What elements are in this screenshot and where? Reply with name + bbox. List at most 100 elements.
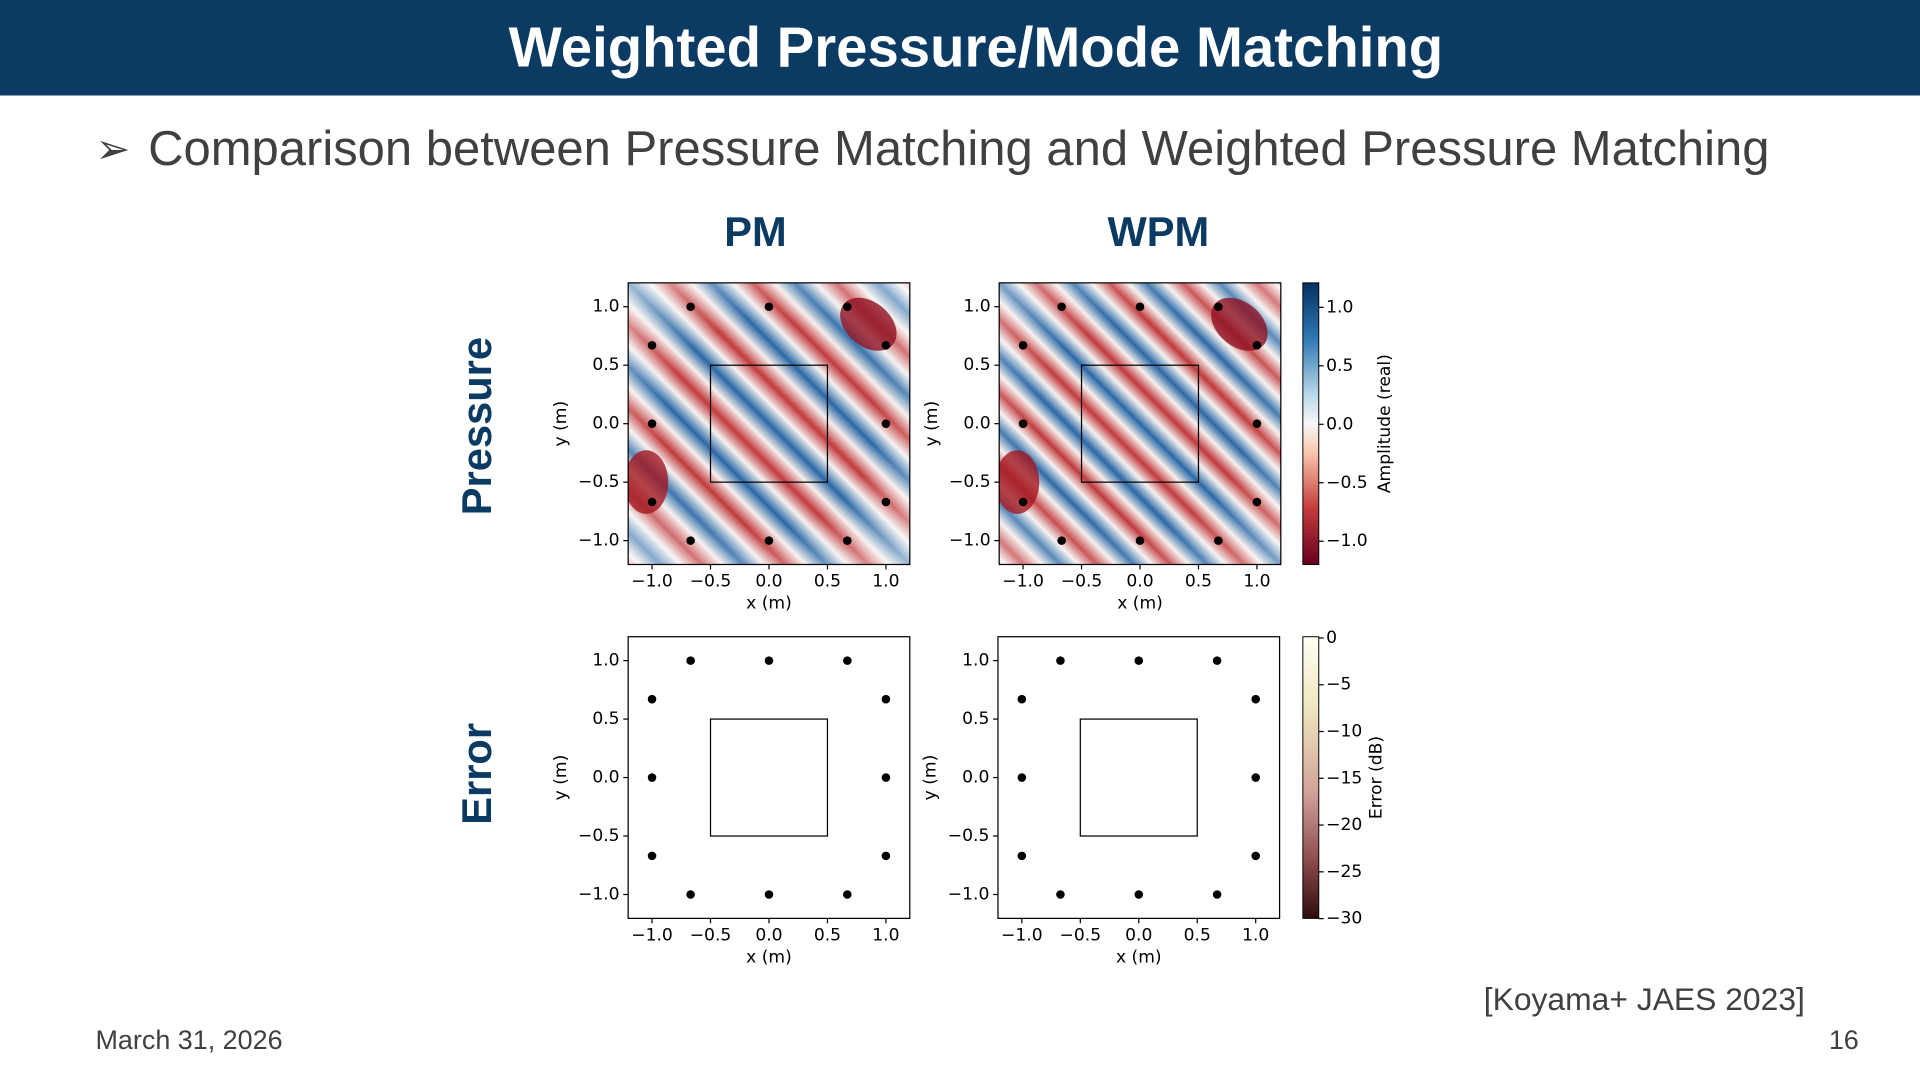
y-axis-label: y (m) [922, 401, 942, 447]
blob [628, 450, 669, 514]
x-axis-label: x (m) [746, 948, 792, 968]
x-tick-label: −1.0 [1002, 572, 1044, 592]
x-tick-label: 0.0 [755, 926, 782, 946]
y-tick-label: 1.0 [962, 651, 989, 671]
y-tick-label: 0.0 [592, 768, 619, 788]
sensor [647, 419, 657, 428]
sensor [1251, 694, 1260, 704]
sensor [1252, 419, 1262, 428]
y-tick-label: −0.5 [578, 472, 620, 492]
row-title: Pressure [453, 337, 500, 515]
colorbar-tick-label: −10 [1326, 722, 1362, 742]
column-title: PM [724, 208, 786, 255]
dark-core [762, 770, 777, 785]
sensor [686, 536, 695, 545]
colorbar-tick-label: −20 [1326, 815, 1362, 835]
sensor [647, 851, 657, 861]
y-tick-label: −1.0 [948, 884, 990, 904]
sensor [1251, 851, 1260, 861]
x-tick-label: 1.0 [872, 572, 899, 592]
blob [840, 297, 897, 351]
y-tick-label: 0.5 [963, 355, 990, 375]
x-axis-label: x (m) [1116, 948, 1162, 968]
sensor [1135, 536, 1145, 545]
sensor [881, 341, 891, 350]
x-tick-label: 1.0 [1242, 926, 1269, 946]
sensor [1056, 890, 1065, 899]
y-tick-label: −1.0 [578, 884, 620, 904]
sensor [647, 497, 657, 507]
plot-frame [627, 636, 911, 919]
y-tick-label: 1.0 [592, 651, 619, 671]
x-tick-label: 0.5 [814, 926, 841, 946]
error-streak [1209, 672, 1279, 719]
blob [1211, 297, 1268, 351]
sensor [764, 302, 774, 312]
colorbar-tick-label: 1.0 [1326, 297, 1353, 317]
sensor [1212, 890, 1222, 899]
y-tick-label: 1.0 [592, 297, 619, 317]
x-tick-label: 0.0 [1125, 926, 1152, 946]
heatmap [999, 282, 1281, 565]
page-number: 16 [1829, 1025, 1859, 1055]
x-tick-label: −1.0 [1001, 926, 1043, 946]
sensor [1214, 302, 1223, 312]
colorbar-tick-label: −15 [1326, 768, 1362, 788]
heatmap [628, 282, 910, 565]
sensor [881, 773, 891, 782]
sensor [647, 341, 657, 350]
x-tick-label: −1.0 [631, 926, 673, 946]
x-tick-label: −1.0 [631, 572, 673, 592]
y-tick-label: 0.5 [592, 355, 619, 375]
figure: −1.0 −1.0 −0.5 −0.5 0.0 0.0 0.5 0.5 1.0 1.0 x (m) y… [551, 282, 1395, 968]
colorbar-tick-label: −25 [1326, 862, 1362, 882]
sensor [843, 656, 852, 665]
sensor [1018, 419, 1028, 428]
target-region [1079, 718, 1198, 837]
title-bar [0, 0, 1920, 96]
y-axis-label: y (m) [921, 755, 941, 801]
target-region [709, 364, 829, 483]
sensor [1135, 302, 1145, 312]
citation: [Koyama+ JAES 2023] [1484, 981, 1805, 1017]
sensor [1252, 497, 1262, 507]
error-streak [839, 672, 909, 719]
colorbar [1302, 282, 1320, 565]
y-tick-label: −0.5 [949, 472, 991, 492]
sensor [1057, 536, 1066, 545]
fade [999, 282, 1281, 565]
sensor [881, 497, 891, 507]
colorbar-label: Error (dB) [1366, 736, 1386, 819]
sensor [843, 302, 852, 312]
error-streak [699, 848, 713, 918]
y-tick-label: 0.5 [962, 709, 989, 729]
dark-cross [720, 729, 818, 827]
sensor [1018, 341, 1028, 350]
y-tick-label: 0.0 [592, 414, 619, 434]
sensor [1018, 497, 1028, 507]
colorbar-tick-label: 0 [1326, 628, 1337, 648]
error-streak [998, 824, 1068, 847]
colorbar-tick-label: 0.0 [1326, 414, 1353, 434]
sensor [1017, 694, 1027, 704]
sensor [686, 656, 695, 665]
blob [999, 450, 1040, 514]
background [998, 637, 1280, 919]
y-tick-label: 1.0 [963, 297, 990, 317]
sensor [1134, 890, 1144, 899]
sensor [764, 656, 774, 665]
bullet-icon: ➢ [96, 125, 131, 172]
x-tick-label: 0.5 [814, 572, 841, 592]
colorbar-tick-label: −1.0 [1326, 531, 1368, 551]
heatmap [628, 637, 910, 919]
x-tick-label: −0.5 [1061, 572, 1103, 592]
error-streak [1069, 848, 1083, 918]
colorbar-tick-label: 0.5 [1326, 356, 1353, 376]
x-tick-label: 1.0 [1243, 572, 1270, 592]
bullet-text: Comparison between Pressure Matching and… [148, 122, 1769, 176]
sensor [1017, 773, 1027, 782]
sensor [1134, 656, 1144, 665]
sensor [843, 890, 852, 899]
sensor [647, 773, 657, 782]
colorbar-tick-label: −0.5 [1326, 473, 1368, 493]
